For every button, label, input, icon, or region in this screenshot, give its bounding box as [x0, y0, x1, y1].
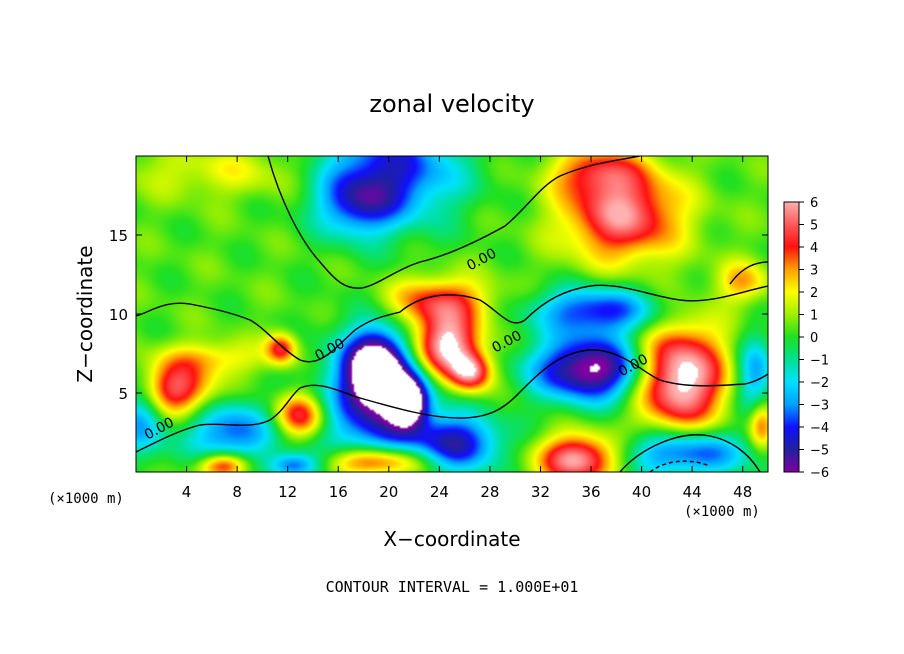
colorbar-ticks: 6 5 4 3 2 1 0 −1 −2 −3 −4 −5 −6 — [799, 196, 829, 481]
x-tick-label: 20 — [379, 483, 398, 501]
colorbar-tick-label: 1 — [810, 309, 818, 324]
colorbar-tick-label: −2 — [810, 376, 829, 391]
colorbar-tick-label: 2 — [810, 286, 818, 301]
plot-area: 0.000.00 0.000.000.00 4 8 12 16 20 24 28 32 36 40 4… — [109, 155, 769, 501]
contour-line-middle — [136, 284, 768, 363]
y-tick-label: 5 — [118, 385, 128, 403]
x-tick-label: 40 — [632, 483, 651, 501]
x-axis-label: X−coordinate — [383, 527, 520, 551]
x-tick-label: 44 — [683, 483, 702, 501]
contour-line-lower — [136, 349, 768, 453]
colorbar-gradient — [783, 201, 800, 473]
colorbar-tick-label: −5 — [810, 444, 829, 459]
contour-lines — [136, 156, 768, 472]
x-tick-label: 16 — [329, 483, 348, 501]
x-tick-label: 12 — [278, 483, 297, 501]
x-unit-right: (×1000 m) — [684, 504, 760, 520]
y-tick-label: 10 — [109, 306, 128, 324]
footnote: CONTOUR INTERVAL = 1.000E+01 — [326, 578, 579, 596]
colorbar-tick-label: −1 — [810, 354, 829, 369]
x-tick-label: 28 — [480, 483, 499, 501]
x-axis-ticks: 4 8 12 16 20 24 28 32 36 40 44 48 — [182, 156, 752, 501]
x-tick-label: 8 — [232, 483, 242, 501]
colorbar-tick-label: −3 — [810, 399, 829, 414]
contour-line-upper — [267, 156, 641, 289]
contour-line-dashed — [649, 460, 711, 472]
x-tick-label: 24 — [430, 483, 449, 501]
chart-title: zonal velocity — [369, 90, 534, 118]
colorbar: 6 5 4 3 2 1 0 −1 −2 −3 −4 −5 −6 — [783, 196, 829, 481]
y-axis-label: Z−coordinate — [73, 245, 97, 382]
colorbar-tick-label: 0 — [810, 331, 818, 346]
y-tick-label: 15 — [109, 227, 128, 245]
heatmap-field — [136, 156, 768, 472]
x-tick-label: 36 — [581, 483, 600, 501]
colorbar-tick-label: −6 — [810, 466, 829, 481]
colorbar-tick-label: 4 — [810, 241, 818, 256]
colorbar-tick-label: 3 — [810, 264, 818, 279]
colorbar-tick-label: −4 — [810, 421, 829, 436]
x-tick-label: 4 — [182, 483, 192, 501]
colorbar-tick-label: 6 — [810, 196, 818, 211]
contour-line-bottom — [619, 434, 761, 472]
x-tick-label: 48 — [733, 483, 752, 501]
colorbar-tick-label: 5 — [810, 219, 818, 234]
x-tick-label: 32 — [531, 483, 550, 501]
contour-line-right — [729, 261, 768, 285]
y-axis-ticks: 5 10 15 — [109, 227, 768, 403]
x-unit-left: (×1000 m) — [48, 491, 124, 507]
